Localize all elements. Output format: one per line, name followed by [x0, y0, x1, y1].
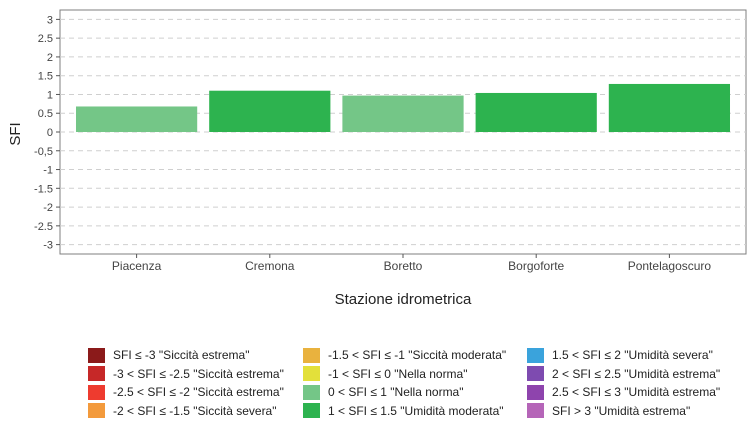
- y-tick-label: -1.5: [34, 183, 53, 195]
- x-tick-label: Boretto: [384, 259, 423, 273]
- bar-boretto: [342, 95, 464, 132]
- y-tick-label: -2: [43, 202, 53, 214]
- legend-item: 0 < SFI ≤ 1 "Nella norma": [303, 383, 506, 402]
- legend-swatch: [88, 347, 105, 363]
- legend-label: SFI ≤ -3 "Siccità estrema": [113, 348, 250, 363]
- legend-swatch: [527, 403, 544, 419]
- legend-item: -1 < SFI ≤ 0 "Nella norma": [303, 365, 506, 384]
- legend-item: -1.5 < SFI ≤ -1 "Siccità moderata": [303, 346, 506, 365]
- bars: [75, 83, 731, 132]
- x-axis-title: Stazione idrometrica: [335, 291, 472, 308]
- bar-piacenza: [75, 106, 198, 132]
- legend-label: 0 < SFI ≤ 1 "Nella norma": [328, 385, 464, 400]
- legend-swatch: [303, 366, 320, 382]
- x-tick-label: Borgoforte: [508, 259, 564, 273]
- bar-cremona: [209, 90, 331, 132]
- legend-swatch: [88, 384, 105, 400]
- bar-pontelagoscuro: [608, 83, 731, 132]
- y-tick-label: 0: [47, 127, 53, 139]
- bar-borgoforte: [475, 92, 597, 132]
- y-tick-label: 1: [47, 89, 53, 101]
- legend-item: 2 < SFI ≤ 2.5 "Umidità estrema": [527, 365, 720, 384]
- y-tick-label: 3: [47, 14, 53, 26]
- legend-label: SFI > 3 "Umidità estrema": [552, 403, 691, 418]
- legend-label: -2 < SFI ≤ -1.5 "Siccità severa": [113, 403, 277, 418]
- y-tick-label: -2.5: [34, 221, 53, 233]
- legend-swatch: [88, 403, 105, 419]
- y-tick-label: 2: [47, 52, 53, 64]
- legend-label: 1 < SFI ≤ 1.5 "Umidità moderata": [328, 403, 504, 418]
- legend-swatch: [303, 347, 320, 363]
- legend-label: 1.5 < SFI ≤ 2 "Umidità severa": [552, 348, 713, 363]
- legend-swatch: [527, 347, 544, 363]
- x-tick-label: Pontelagoscuro: [628, 259, 712, 273]
- legend-label: -1.5 < SFI ≤ -1 "Siccità moderata": [328, 348, 507, 363]
- legend-item: -2 < SFI ≤ -1.5 "Siccità severa": [88, 402, 284, 421]
- legend-item: 1 < SFI ≤ 1.5 "Umidità moderata": [303, 402, 506, 421]
- legend-swatch: [527, 384, 544, 400]
- legend-label: -3 < SFI ≤ -2.5 "Siccità estrema": [113, 366, 284, 381]
- x-tick-label: Piacenza: [112, 259, 162, 273]
- legend-item: SFI ≤ -3 "Siccità estrema": [88, 346, 284, 365]
- legend-label: -2.5 < SFI ≤ -2 "Siccità estrema": [113, 385, 284, 400]
- legend-item: SFI > 3 "Umidità estrema": [527, 402, 720, 421]
- legend-item: -3 < SFI ≤ -2.5 "Siccità estrema": [88, 365, 284, 384]
- y-tick-label: -0,5: [34, 146, 53, 158]
- x-axis-ticks: Piacenza Cremona Boretto Borgoforte Pontelag…: [112, 254, 712, 273]
- legend: SFI ≤ -3 "Siccità estrema" -3 < SFI ≤ -2…: [88, 346, 753, 426]
- legend-item: 1.5 < SFI ≤ 2 "Umidità severa": [527, 346, 720, 365]
- legend-swatch: [88, 366, 105, 382]
- y-axis-title: SFI: [7, 122, 24, 145]
- y-tick-label: -3: [43, 240, 53, 252]
- y-tick-label: -1: [43, 165, 53, 177]
- y-tick-label: 1.5: [38, 71, 53, 83]
- legend-label: 2.5 < SFI ≤ 3 "Umidità estrema": [552, 385, 721, 400]
- legend-label: -1 < SFI ≤ 0 "Nella norma": [328, 366, 468, 381]
- y-tick-label: 0.5: [38, 108, 53, 120]
- legend-item: -2.5 < SFI ≤ -2 "Siccità estrema": [88, 383, 284, 402]
- legend-swatch: [303, 384, 320, 400]
- legend-item: 2.5 < SFI ≤ 3 "Umidità estrema": [527, 383, 720, 402]
- y-axis-ticks: 3 2.5 2 1.5 1 0.5 0 -0,5 -1 -1.5 -2 -2.5 -3: [34, 14, 60, 252]
- y-tick-label: 2.5: [38, 33, 53, 45]
- legend-swatch: [527, 366, 544, 382]
- legend-label: 2 < SFI ≤ 2.5 "Umidità estrema": [552, 366, 721, 381]
- x-tick-label: Cremona: [245, 259, 295, 273]
- legend-swatch: [303, 403, 320, 419]
